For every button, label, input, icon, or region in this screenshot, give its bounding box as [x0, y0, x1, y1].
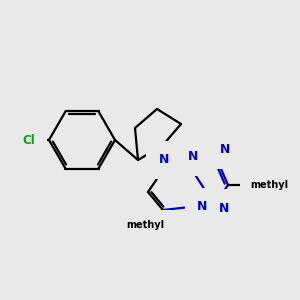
Text: N: N: [219, 202, 230, 214]
Text: N: N: [188, 150, 198, 163]
Text: N: N: [220, 143, 230, 156]
Text: Cl: Cl: [22, 134, 35, 146]
Text: methyl: methyl: [126, 220, 164, 230]
Text: N: N: [197, 200, 207, 214]
Text: N: N: [159, 153, 169, 166]
Text: methyl: methyl: [250, 180, 288, 190]
